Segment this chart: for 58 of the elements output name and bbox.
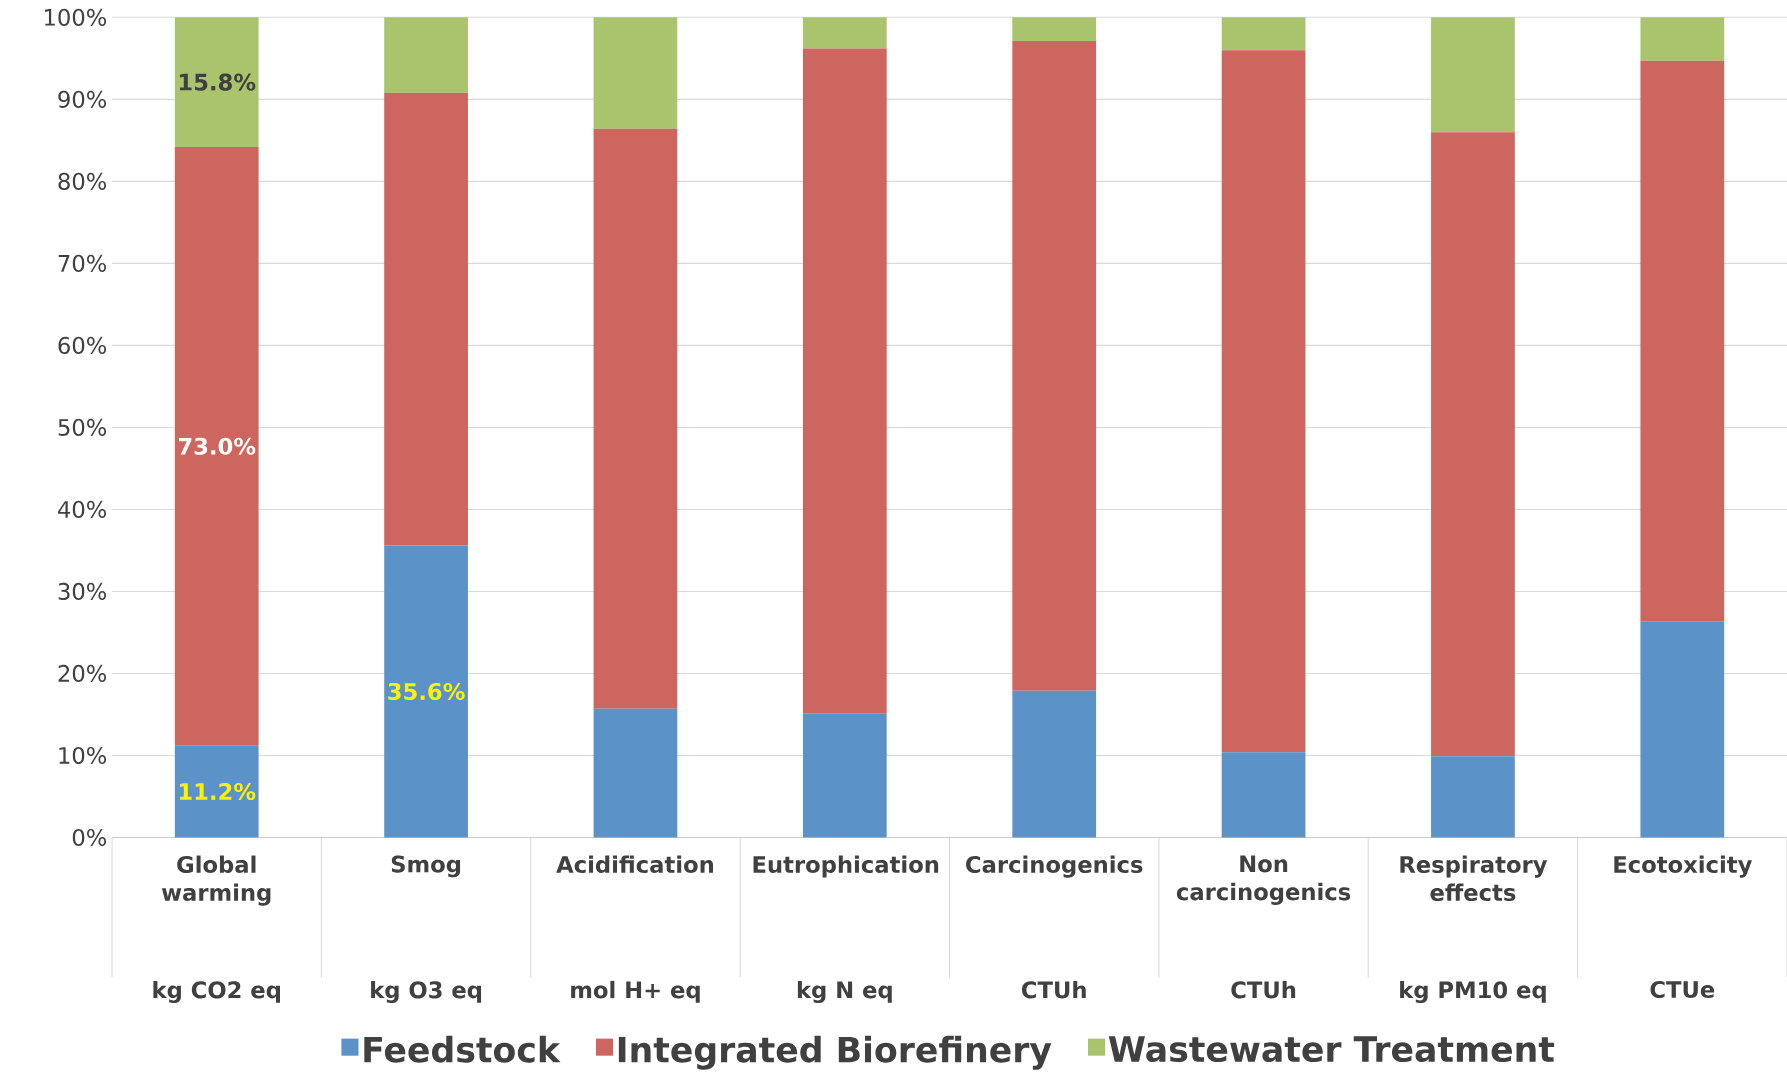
text: mol H+ eq (571, 981, 700, 1004)
data-label: 15.8% (179, 73, 256, 91)
x-tick-label: Respiratory effects (1400, 855, 1548, 902)
data-label: 35.6% (388, 683, 465, 701)
x-tick-label: Carcinogenics (966, 855, 1143, 878)
text: kg PM10 eq (1400, 981, 1546, 1004)
bar (384, 17, 468, 94)
bar (1431, 17, 1515, 133)
y-tick-label: 0% (72, 829, 107, 847)
bar (1221, 17, 1306, 51)
bar (384, 545, 468, 838)
data-label: 11.2% (179, 783, 256, 801)
bar (1431, 132, 1515, 757)
bar (802, 713, 887, 838)
bar (1012, 17, 1097, 42)
bar (1221, 752, 1306, 838)
legend-label: Feedstock (364, 1036, 561, 1063)
bar (1640, 17, 1725, 62)
y-tick-label: 20% (58, 665, 107, 683)
bar (1221, 50, 1306, 753)
y-tick-label: 10% (59, 747, 107, 765)
y-tick-label: 100% (44, 8, 107, 27)
bar (174, 745, 259, 838)
bar (802, 17, 887, 49)
x-tick-label: Acidification (556, 855, 714, 874)
bar (1431, 756, 1515, 838)
data-label: 73.0% (178, 437, 256, 456)
bar (1012, 690, 1097, 838)
bar (174, 147, 259, 746)
bar (384, 93, 468, 546)
x-tick-label: Non carcinogenics (1176, 855, 1351, 906)
text: kg O3 eq (371, 981, 482, 1004)
bar (802, 48, 887, 714)
y-tick-label: 50% (58, 419, 107, 437)
x-tick-label: Ecotoxicity (1614, 855, 1752, 878)
bar (593, 708, 678, 838)
text: kg CO2 eq (153, 981, 280, 1004)
text: CTUe (1650, 981, 1715, 999)
y-tick-label: 60% (58, 337, 107, 355)
y-tick-label: 80% (58, 173, 107, 191)
x-tick-label: Eutrophication (753, 855, 939, 878)
text: CTUh (1022, 981, 1086, 999)
y-tick-label: 90% (58, 91, 107, 109)
y-tick-label: 70% (58, 255, 107, 273)
y-tick-label: 30% (58, 583, 107, 601)
text: CTUh (1231, 981, 1296, 999)
legend-label: Integrated Biorefinery (618, 1036, 1052, 1070)
x-tick-label: Smog (391, 855, 461, 878)
bar (593, 129, 678, 709)
bar (1640, 622, 1725, 838)
bar (593, 17, 678, 130)
y-tick-label: 40% (58, 501, 107, 519)
bar (1012, 41, 1097, 691)
text: kg N eq (797, 981, 892, 1004)
legend-label: Wastewater Treatment (1108, 1036, 1555, 1063)
bar (174, 17, 259, 148)
x-tick-label: Global warming (161, 855, 271, 906)
bar (1640, 61, 1725, 623)
